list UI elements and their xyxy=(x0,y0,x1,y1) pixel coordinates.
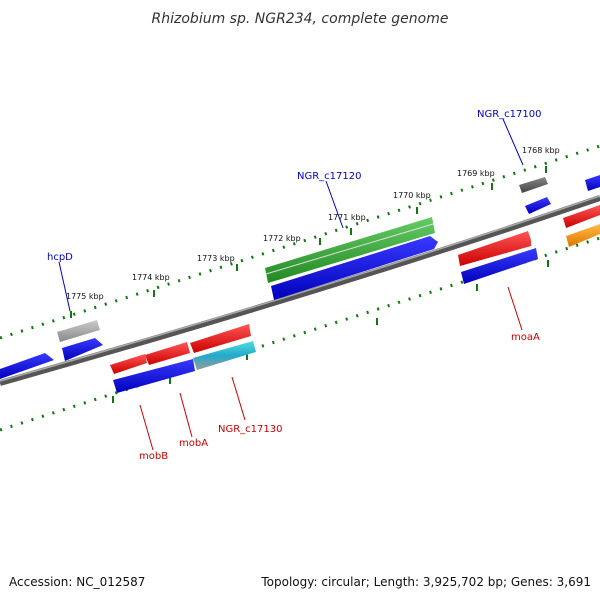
kbp-label-1771: 1771 kbp xyxy=(328,213,366,222)
gene-hcpD[interactable] xyxy=(57,320,100,342)
accession-text: Accession: NC_012587 xyxy=(9,575,145,589)
label-ngr-c17130[interactable]: NGR_c17130 xyxy=(218,424,283,435)
gene-left-edge-blue[interactable] xyxy=(0,353,54,379)
gene-right-edge-red[interactable] xyxy=(563,205,600,228)
label-ngr-c17100[interactable]: NGR_c17100 xyxy=(477,109,542,120)
gene-red-third[interactable] xyxy=(190,324,251,353)
kbp-label-1774: 1774 kbp xyxy=(132,273,170,282)
gene-blue-moaA-lower[interactable] xyxy=(461,248,538,284)
gene-ngr-c17120[interactable] xyxy=(265,217,435,283)
label-mobB[interactable]: mobB xyxy=(139,451,168,462)
label-mobA[interactable]: mobA xyxy=(179,438,208,449)
gene-mobA[interactable] xyxy=(145,342,190,365)
kbp-label-1769: 1769 kbp xyxy=(457,169,495,178)
kbp-label-1772: 1772 kbp xyxy=(263,234,301,243)
label-hcpD[interactable]: hcpD xyxy=(47,252,73,263)
label-moaA[interactable]: moaA xyxy=(511,332,540,343)
gene-right-edge-orange[interactable] xyxy=(566,224,600,247)
kbp-label-1768: 1768 kbp xyxy=(522,146,560,155)
gene-blue-long-top[interactable] xyxy=(271,236,438,300)
gene-right-edge-blue[interactable] xyxy=(585,175,600,191)
gene-mobB[interactable] xyxy=(110,354,147,374)
label-ngr-c17120[interactable]: NGR_c17120 xyxy=(297,171,362,182)
genome-backbone xyxy=(0,195,600,386)
gene-blue-hcpD-lower[interactable] xyxy=(62,338,103,361)
leader-lines xyxy=(58,118,524,451)
kbp-label-1773: 1773 kbp xyxy=(197,254,235,263)
outer-major-ticks xyxy=(70,166,547,318)
kbp-label-1775: 1775 kbp xyxy=(66,292,104,301)
gene-moaA[interactable] xyxy=(458,231,531,266)
gene-ngr-c17100[interactable] xyxy=(519,177,551,214)
gene-blue-long-bottom[interactable] xyxy=(113,359,195,393)
map-title: Rhizobium sp. NGR234, complete genome xyxy=(152,11,449,27)
gene-ngr-c17130[interactable] xyxy=(193,341,256,370)
genome-summary-text: Topology: circular; Length: 3,925,702 bp… xyxy=(260,575,591,589)
kbp-label-1770: 1770 kbp xyxy=(393,191,431,200)
